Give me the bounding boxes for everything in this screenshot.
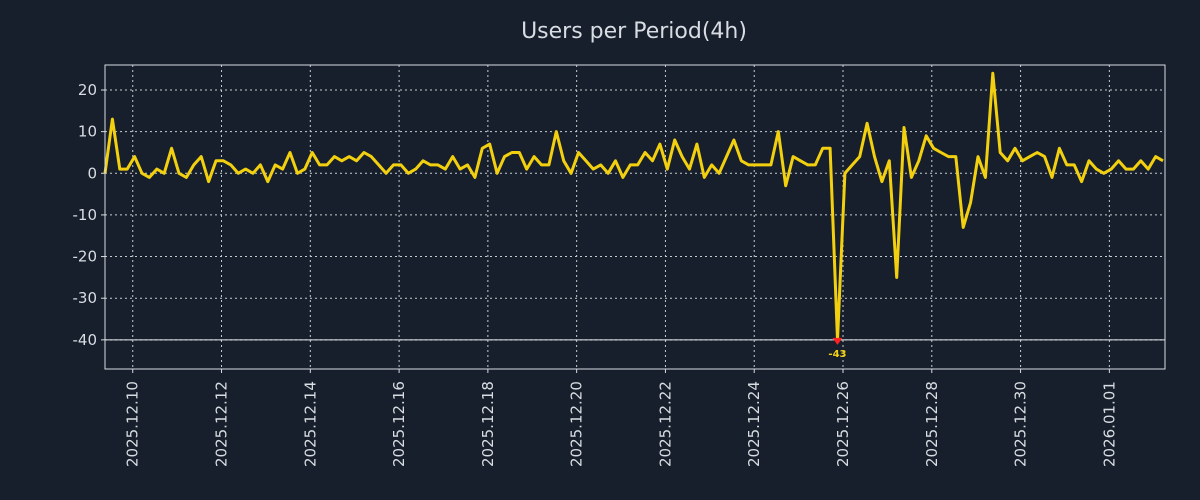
y-tick-label: -20 bbox=[73, 248, 98, 266]
x-tick-label: 2025.12.26 bbox=[834, 381, 852, 467]
x-tick-label: 2025.12.18 bbox=[479, 381, 497, 467]
chart-title: Users per Period(4h) bbox=[521, 19, 747, 44]
y-tick-label: 0 bbox=[87, 164, 97, 182]
x-tick-label: 2025.12.14 bbox=[301, 381, 319, 467]
y-tick-label: 10 bbox=[78, 123, 97, 141]
axis-ticks: -40 -30 -20 -10 0 10 20 2025.12.10 2025.12.12 202… bbox=[73, 81, 1119, 467]
y-tick-label: -40 bbox=[73, 331, 98, 349]
series: -43 bbox=[103, 71, 1165, 360]
x-tick-label: 2025.12.24 bbox=[745, 381, 763, 467]
x-tick-label: 2025.12.30 bbox=[1012, 381, 1030, 467]
y-tick-label: -30 bbox=[73, 289, 98, 307]
x-tick-label: 2025.12.12 bbox=[213, 381, 231, 467]
y-tick-label: -10 bbox=[73, 206, 98, 224]
min-marker bbox=[832, 337, 843, 345]
x-tick-label: 2025.12.16 bbox=[390, 381, 408, 467]
x-tick-label: 2026.01.01 bbox=[1100, 381, 1118, 467]
plot-frame bbox=[104, 64, 1166, 370]
x-tick-label: 2025.12.20 bbox=[568, 381, 586, 467]
x-tick-label: 2025.12.28 bbox=[923, 381, 941, 467]
grid bbox=[105, 65, 1165, 369]
min-annotation: -43 bbox=[828, 349, 846, 360]
x-tick-label: 2025.12.10 bbox=[124, 381, 142, 467]
series-line bbox=[103, 71, 1164, 342]
y-tick-label: 20 bbox=[78, 81, 97, 99]
x-tick-label: 2025.12.22 bbox=[656, 381, 674, 467]
